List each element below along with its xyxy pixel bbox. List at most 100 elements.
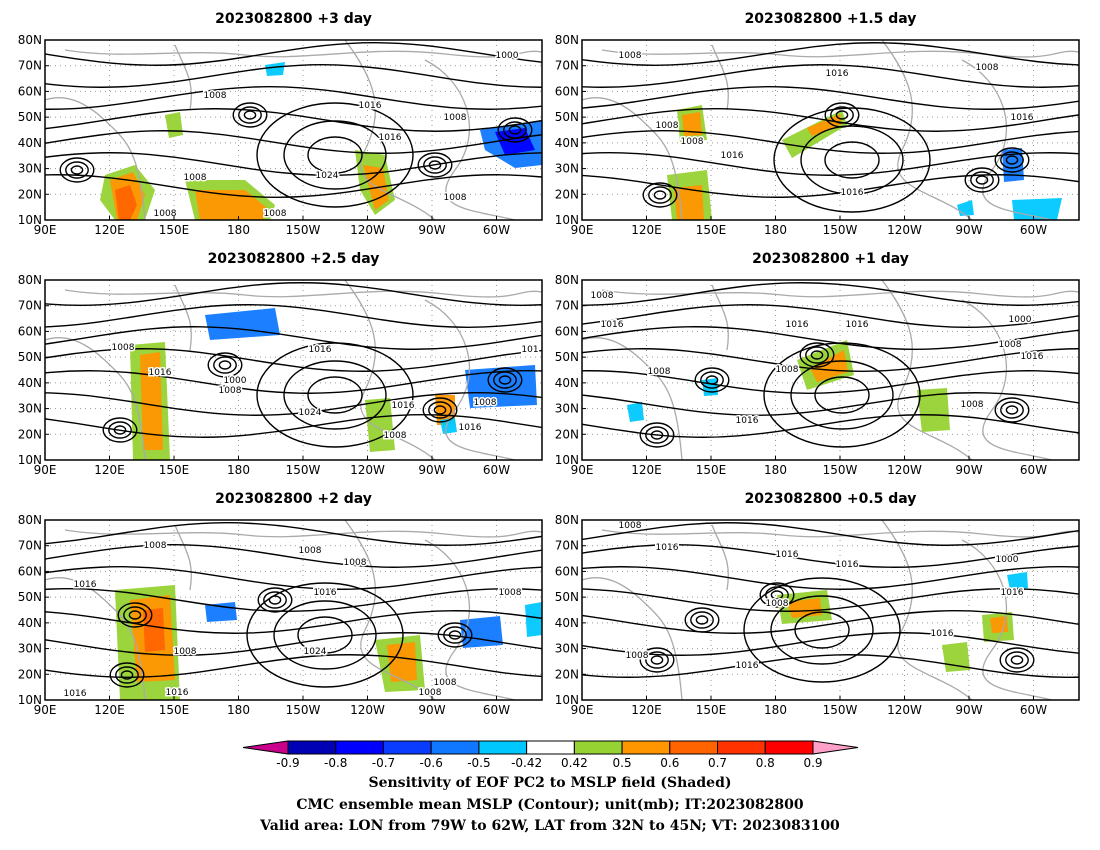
coastline [45, 337, 146, 460]
coastline [582, 97, 683, 220]
lon-label: 120W [887, 223, 922, 237]
sensitivity-shading [265, 62, 285, 76]
coastline [45, 97, 146, 220]
low-pressure-isobar [448, 630, 462, 640]
lat-label: 20N [18, 667, 42, 681]
sensitivity-shading [143, 608, 165, 652]
coastline [424, 59, 516, 220]
high-pressure-isobar [790, 360, 894, 430]
contour-label: 1016 [314, 588, 337, 598]
high-pressure-isobar [283, 360, 387, 430]
map-panel: 1008 1016 1016 1016 1008 1008 1016 1000 1008 1016… [555, 251, 1080, 477]
isobar [582, 304, 1079, 328]
lat-label: 20N [18, 427, 42, 441]
low-pressure-isobar [835, 110, 849, 120]
contour-label: 1016 [74, 580, 97, 590]
contour-label: 1008 [619, 51, 642, 61]
lon-label: 60W [483, 703, 510, 717]
isobar [45, 588, 542, 612]
colorbar-box [526, 740, 575, 755]
isobar [45, 152, 542, 176]
caption-line-2: CMC ensemble mean MSLP (Contour); unit(m… [296, 797, 804, 813]
lat-label: 50N [555, 590, 579, 604]
lon-label: 120W [350, 223, 385, 237]
contour-label: 1008 [976, 63, 999, 73]
lon-label: 120W [350, 463, 385, 477]
contour-label: 1008 [444, 113, 467, 123]
contour-label: 1016 [309, 345, 332, 355]
colorbar-tick-label: -0.42 [511, 756, 542, 770]
sensitivity-shading [140, 352, 163, 450]
map-background [45, 280, 542, 460]
coastline [344, 520, 436, 700]
lat-label: 40N [555, 376, 579, 390]
low-pressure-isobar [493, 371, 517, 389]
coastline [711, 284, 729, 351]
map-panel: 1008 1016 1024 1008 1008 1008 1008 1000 1016 1008… [18, 11, 543, 237]
panel-title: 2023082800 +1 day [752, 251, 909, 267]
map-panel: 1008 100810081016101610241008101610161008… [18, 491, 543, 717]
low-pressure-isobar [417, 152, 453, 178]
low-pressure-isobar [443, 626, 467, 644]
low-pressure-isobar [498, 375, 512, 385]
isobar [582, 544, 1079, 568]
low-pressure-isobar [759, 582, 795, 608]
panel-title: 2023082800 +3 day [215, 11, 372, 27]
high-pressure-isobar [800, 125, 904, 195]
panel-title: 2023082800 +0.5 day [745, 491, 917, 507]
colorbar: -0.9 -0.8 -0.7 -0.6 -0.5 -0.42 0.42 0.5 0.6 0.7 0.… [242, 740, 859, 770]
map-frame [581, 279, 1080, 461]
colorbar-tick-label: 0.7 [708, 756, 727, 770]
high-pressure-isobar [743, 577, 901, 683]
contour-label: 1000 [496, 51, 519, 61]
lon-label: 150E [696, 703, 727, 717]
sensitivity-shading [115, 185, 137, 220]
isobar [582, 654, 1079, 678]
contour-label: 1008 [444, 193, 467, 203]
lat-label: 50N [555, 350, 579, 364]
lon-label: 60W [483, 223, 510, 237]
low-pressure-isobar [650, 655, 664, 665]
lat-label: 80N [555, 33, 579, 47]
low-pressure-isobar [437, 622, 473, 648]
isobar [582, 174, 1079, 198]
map-frame [44, 279, 543, 461]
panel-title: 2023082800 +2 day [215, 491, 372, 507]
isobar [45, 414, 542, 438]
low-pressure-isobar [117, 602, 153, 628]
low-pressure-isobar [70, 165, 84, 175]
contour-label: 1008 [204, 91, 227, 101]
lon-label: 150E [159, 223, 190, 237]
isobar [582, 522, 1079, 546]
contour-label: 1016 [64, 689, 87, 699]
high-pressure-isobar [824, 141, 880, 179]
contour-label: 1008 [766, 599, 789, 609]
lon-label: 150E [159, 463, 190, 477]
map-panel: 1008101610081008100810161016101620230828… [555, 11, 1080, 237]
lat-label: 60N [555, 84, 579, 98]
contour-label: 1008 [648, 367, 671, 377]
lat-label: 50N [18, 590, 42, 604]
contour-label: 1024 [316, 171, 339, 181]
low-pressure-isobar [690, 611, 714, 629]
isobar [45, 86, 542, 110]
contour-label: 1008 [184, 173, 207, 183]
lon-label: 180 [764, 463, 787, 477]
high-pressure-isobar [307, 376, 363, 414]
isobar [45, 566, 542, 590]
low-pressure-isobar [1005, 155, 1019, 165]
lon-label: 180 [227, 703, 250, 717]
contour-label: 1016 [841, 188, 864, 198]
lon-label: 90E [571, 223, 594, 237]
contour-label: 1008 [656, 121, 679, 131]
low-pressure-isobar [645, 426, 669, 444]
colorbar-box [717, 740, 766, 755]
high-pressure-isobar [770, 595, 874, 665]
contour-label: 1024 [304, 647, 327, 657]
low-pressure-isobar [648, 186, 672, 204]
contour-label: 1000 [996, 555, 1019, 565]
isobar [582, 610, 1079, 634]
lat-label: 20N [555, 427, 579, 441]
contour-label: 1008 [344, 558, 367, 568]
low-pressure-isobar [650, 430, 664, 440]
